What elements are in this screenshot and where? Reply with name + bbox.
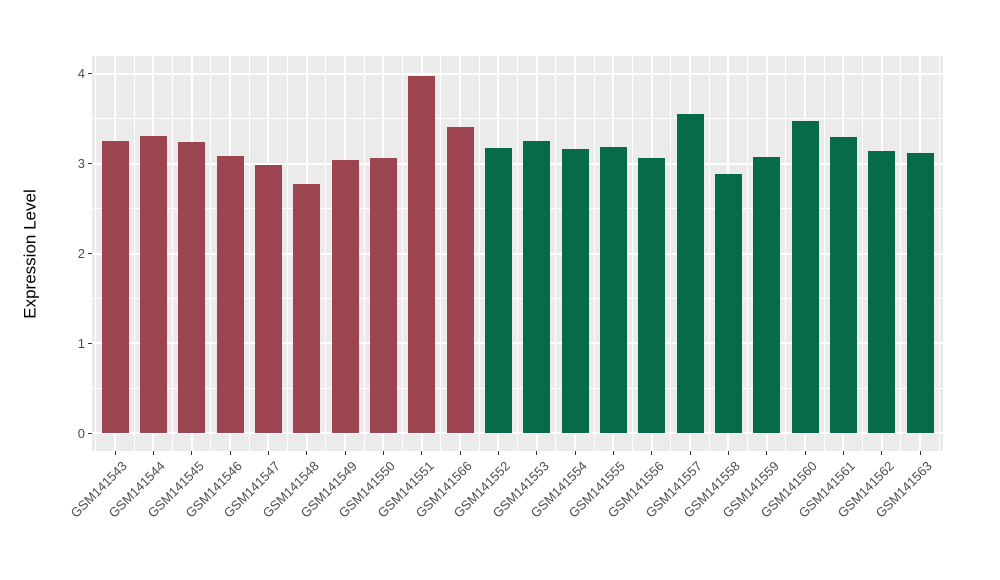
y-tick-mark — [88, 342, 92, 344]
bar — [293, 184, 321, 434]
bar — [446, 126, 474, 434]
y-tick-mark — [88, 253, 92, 254]
gridline-y-major — [92, 432, 943, 435]
y-tick-label: 1 — [77, 335, 85, 351]
x-tick-mark — [612, 451, 614, 455]
x-tick-mark — [382, 451, 384, 455]
bar — [868, 151, 896, 434]
y-tick-mark — [88, 432, 92, 434]
bar — [101, 141, 129, 434]
gridline-y-major — [92, 342, 943, 345]
x-tick-mark — [497, 451, 499, 455]
bar — [484, 148, 512, 434]
x-tick-mark — [842, 451, 844, 455]
x-tick-mark — [152, 451, 154, 455]
x-tick-mark — [267, 451, 269, 455]
y-tick-label: 0 — [77, 425, 85, 441]
x-tick-mark — [727, 451, 729, 455]
bar — [714, 173, 742, 434]
bar — [139, 135, 167, 434]
bar — [753, 156, 781, 434]
x-tick-mark — [689, 451, 691, 455]
bar — [906, 152, 934, 434]
bar — [599, 146, 627, 434]
bar — [369, 158, 397, 434]
y-tick-mark — [88, 163, 92, 165]
x-tick-mark — [114, 451, 116, 455]
y-tick-mark — [88, 73, 92, 75]
bar — [523, 141, 551, 434]
y-tick-label: 2 — [77, 246, 85, 261]
x-tick-mark — [766, 451, 768, 455]
x-tick-mark — [574, 451, 576, 455]
x-tick-mark — [651, 451, 653, 455]
bar — [638, 158, 666, 434]
y-axis-title: Expression Level — [20, 188, 40, 319]
y-tick-label: 4 — [77, 66, 85, 82]
x-tick-mark — [229, 451, 231, 455]
y-tick-label: 3 — [77, 156, 85, 172]
x-tick-mark — [919, 451, 921, 455]
gridline-y-major — [92, 72, 943, 75]
bar — [791, 120, 819, 434]
x-tick-mark — [459, 451, 461, 455]
bar — [561, 149, 589, 434]
gridline-y-major — [92, 252, 943, 255]
x-tick-mark — [306, 451, 308, 455]
x-tick-mark — [344, 451, 346, 455]
gridline-y-major — [92, 162, 943, 165]
bar — [216, 155, 244, 434]
x-tick-mark — [804, 451, 806, 455]
bar — [254, 164, 282, 434]
bar — [829, 136, 857, 434]
bar — [408, 75, 436, 434]
x-tick-mark — [881, 451, 883, 455]
bar — [676, 114, 704, 434]
x-tick-mark — [536, 451, 538, 455]
bar — [178, 142, 206, 434]
x-tick-mark — [421, 451, 423, 455]
x-tick-mark — [191, 451, 193, 455]
bar — [331, 160, 359, 434]
